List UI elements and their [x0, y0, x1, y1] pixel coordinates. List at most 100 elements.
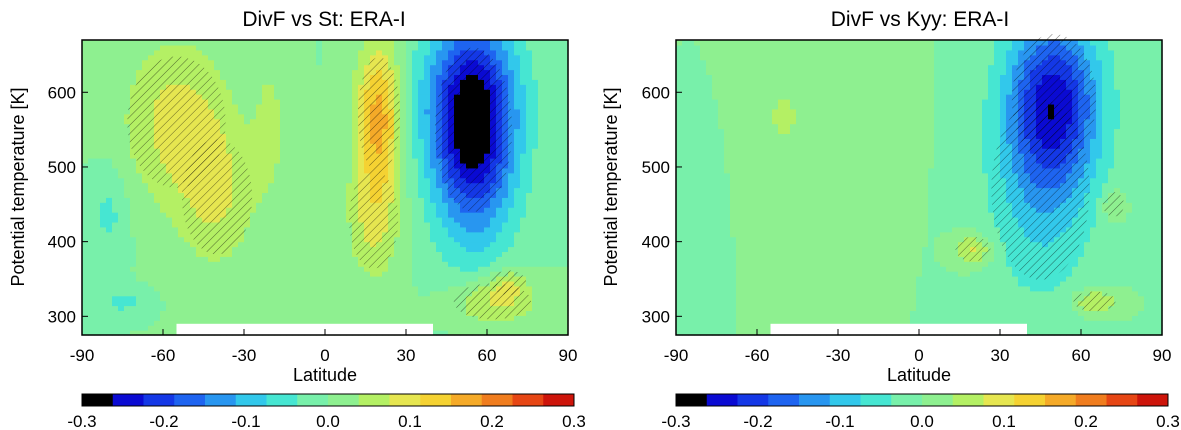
field-cell: [256, 84, 263, 90]
field-cell: [340, 280, 347, 287]
field-cell: [226, 59, 233, 66]
field-cell: [328, 226, 335, 233]
field-cell: [418, 79, 425, 85]
field-cell: [220, 64, 227, 71]
field-cell: [100, 99, 107, 105]
field-cell: [226, 118, 233, 125]
field-cell: [388, 285, 395, 292]
field-cell: [262, 113, 269, 120]
field-cell: [94, 212, 101, 218]
field-cell: [340, 69, 347, 76]
field-cell: [88, 290, 95, 297]
field-cell: [358, 44, 365, 51]
field-cell: [178, 280, 185, 287]
field-cell: [160, 280, 167, 287]
field-cell: [544, 44, 551, 51]
field-cell: [106, 251, 113, 257]
field-cell: [388, 256, 395, 262]
field-cell: [556, 74, 563, 80]
field-cell: [478, 266, 485, 272]
field-cell: [532, 192, 539, 198]
field-cell: [562, 167, 569, 174]
field-cell: [196, 320, 203, 326]
field-cell: [214, 300, 221, 307]
field-cell: [358, 290, 365, 297]
field-cell: [190, 236, 197, 243]
field-cell: [280, 310, 287, 316]
field-cell: [136, 271, 143, 277]
field-cell: [460, 261, 467, 267]
field-cell: [370, 295, 377, 302]
field-cell: [436, 266, 443, 272]
field-cell: [124, 280, 131, 287]
field-cell: [508, 325, 515, 331]
field-cell: [682, 290, 689, 297]
field-cell: [460, 226, 467, 233]
field-cell: [274, 108, 281, 115]
field-cell: [160, 54, 167, 61]
field-cell: [142, 256, 149, 262]
field-cell: [340, 123, 347, 130]
field-cell: [676, 143, 683, 149]
field-cell: [166, 271, 173, 277]
field-cell: [112, 295, 119, 302]
field-cell: [508, 266, 515, 272]
field-cell: [406, 64, 413, 71]
field-cell: [424, 192, 431, 198]
field-cell: [262, 300, 269, 307]
field-cell: [298, 118, 305, 125]
field-cell: [682, 305, 689, 312]
field-cell: [178, 251, 185, 257]
field-cell: [172, 251, 179, 257]
field-cell: [196, 44, 203, 51]
field-cell: [256, 197, 263, 203]
field-cell: [400, 108, 407, 115]
field-cell: [280, 276, 287, 282]
field-cell: [112, 94, 119, 100]
field-cell: [562, 290, 569, 297]
field-cell: [406, 138, 413, 144]
field-cell: [142, 207, 149, 213]
field-cell: [124, 44, 131, 51]
field-cell: [274, 315, 281, 321]
field-cell: [82, 325, 89, 331]
field-cell: [334, 128, 341, 135]
field-cell: [226, 276, 233, 282]
field-cell: [88, 207, 95, 213]
field-cell: [418, 261, 425, 267]
field-cell: [328, 103, 335, 110]
field-cell: [214, 64, 221, 71]
field-cell: [310, 276, 317, 282]
field-cell: [118, 133, 125, 139]
field-cell: [412, 305, 419, 312]
field-cell: [232, 89, 239, 95]
field-cell: [238, 280, 245, 287]
field-cell: [106, 202, 113, 208]
field-cell: [532, 89, 539, 95]
field-cell: [676, 64, 683, 71]
field-cell: [454, 261, 461, 267]
field-cell: [262, 59, 269, 66]
field-cell: [466, 241, 473, 248]
field-cell: [220, 251, 227, 257]
field-cell: [88, 285, 95, 292]
field-cell: [454, 315, 461, 321]
field-cell: [94, 295, 101, 302]
field-cell: [436, 207, 443, 213]
field-cell: [88, 241, 95, 248]
field-cell: [88, 330, 95, 336]
field-cell: [250, 280, 257, 287]
field-cell: [286, 69, 293, 76]
field-cell: [154, 305, 161, 312]
field-cell: [322, 54, 329, 61]
field-cell: [376, 266, 383, 272]
field-cell: [82, 94, 89, 100]
field-cell: [280, 280, 287, 287]
field-cell: [244, 143, 251, 149]
field-cell: [88, 153, 95, 159]
field-cell: [94, 74, 101, 80]
field-cell: [676, 295, 683, 302]
field-cell: [232, 246, 239, 253]
field-cell: [262, 212, 269, 218]
field-cell: [124, 192, 131, 198]
